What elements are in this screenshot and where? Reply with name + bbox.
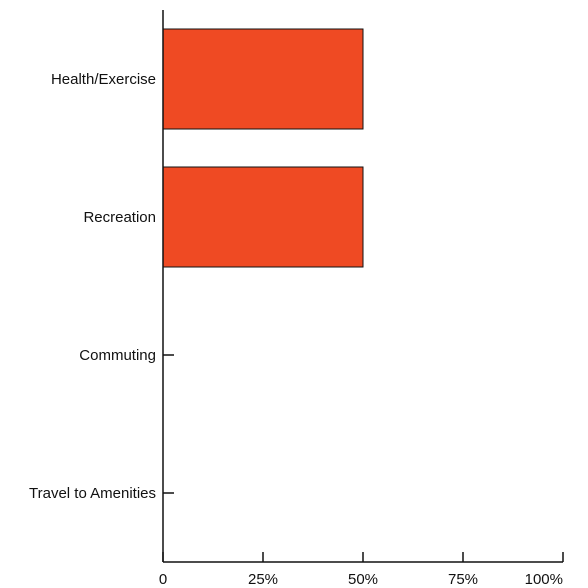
x-tick-label-0: 0	[159, 571, 167, 588]
bar-0	[162, 28, 364, 130]
bar-1	[162, 166, 364, 268]
y-tick-label-3: Travel to Amenities	[29, 485, 156, 502]
labels-layer: Health/Exercise Recreation Commuting Travel…	[29, 71, 563, 588]
ticks-layer	[162, 354, 564, 562]
x-tick-label-2: 50%	[348, 571, 378, 588]
y-tick-label-0: Health/Exercise	[51, 71, 156, 88]
y-tick-label-1: Recreation	[83, 209, 156, 226]
x-tick-label-1: 25%	[248, 571, 278, 588]
y-tick-label-2: Commuting	[79, 347, 156, 364]
x-tick-label-3: 75%	[448, 571, 478, 588]
x-tick-label-4: 100%	[525, 571, 563, 588]
bars-layer	[162, 28, 364, 268]
